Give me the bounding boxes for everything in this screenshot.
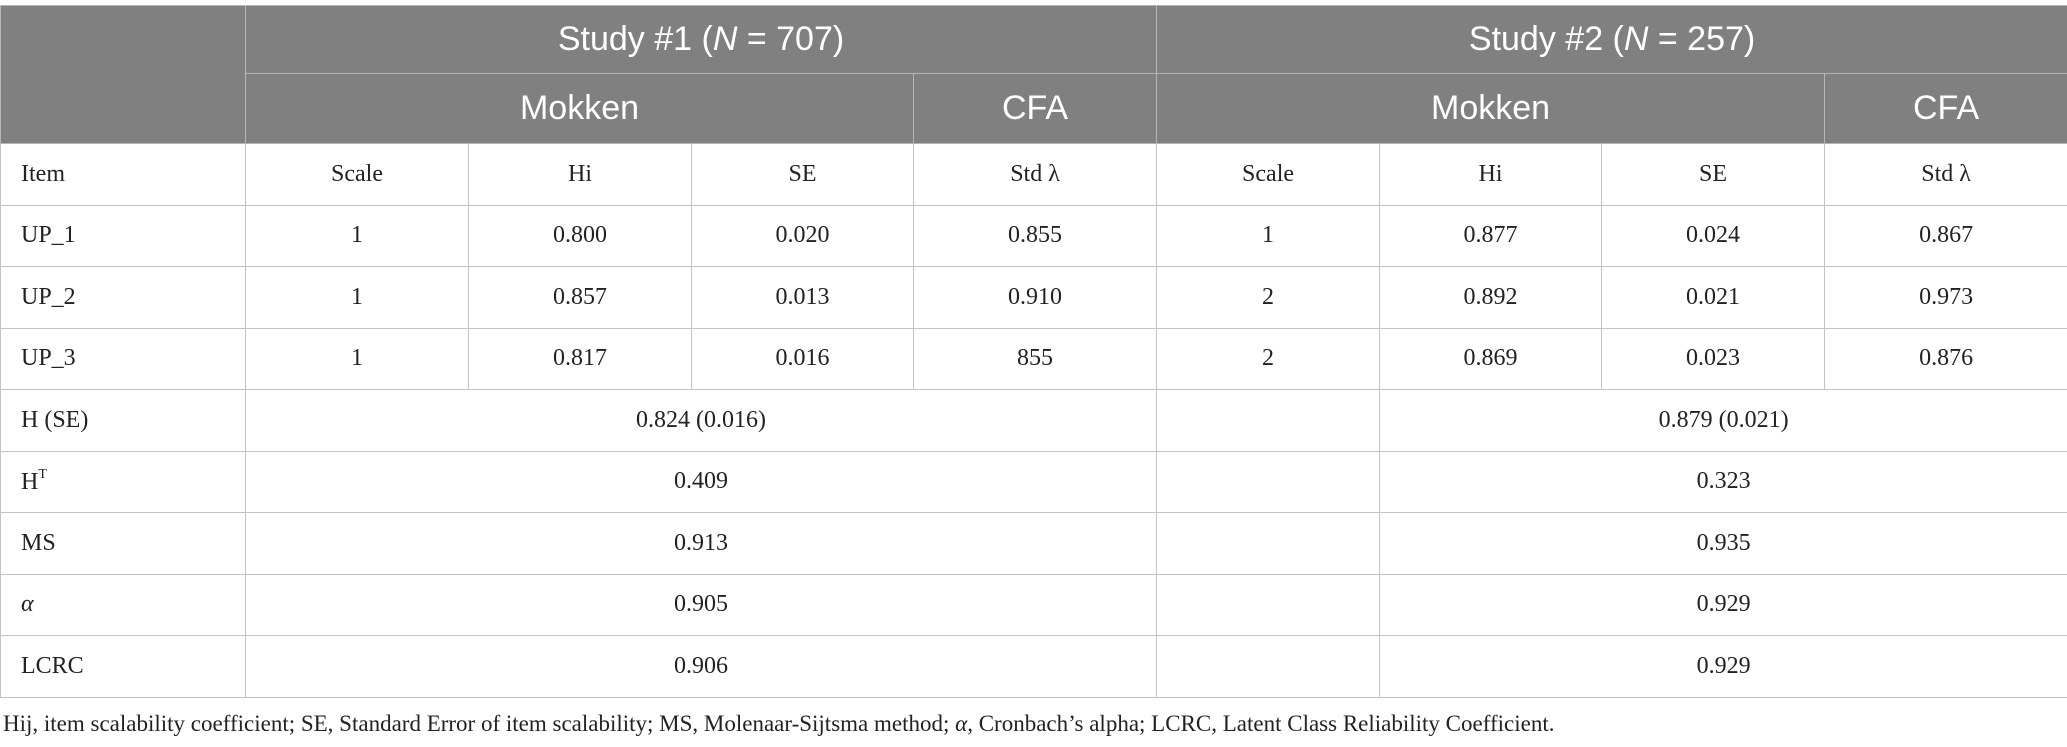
item-cell: 1 bbox=[245, 204, 469, 267]
item-cell: 1 bbox=[245, 266, 469, 329]
study-header: Study #2 (N = 257) bbox=[1156, 5, 2067, 74]
column-header: Hi bbox=[1379, 143, 1603, 206]
summary-value: 0.905 bbox=[244, 573, 1158, 636]
footnote-symbol: α bbox=[955, 711, 968, 736]
footnote: Hij, item scalability coefficient; SE, S… bbox=[3, 711, 1554, 737]
summary-value: 0.929 bbox=[1379, 635, 2067, 698]
item-cell: 0.817 bbox=[468, 327, 692, 390]
summary-row: α 0.905 0.929 bbox=[0, 573, 2067, 636]
summary-value: 0.409 bbox=[244, 450, 1158, 513]
item-cell: 0.024 bbox=[1601, 204, 1826, 267]
table-header: Study #1 (N = 707) Study #2 (N = 257) Mo… bbox=[0, 5, 2067, 144]
empty-cell bbox=[1156, 389, 1381, 452]
results-table: Study #1 (N = 707) Study #2 (N = 257) Mo… bbox=[0, 5, 2067, 698]
item-cell: 0.869 bbox=[1379, 327, 1603, 390]
subgroup-header: Mokken bbox=[1156, 73, 1826, 144]
item-cell: 0.021 bbox=[1601, 266, 1826, 329]
summary-label-sup: T bbox=[38, 467, 47, 483]
column-header: Hi bbox=[468, 143, 692, 206]
summary-label: LCRC bbox=[21, 652, 84, 679]
item-label: UP_1 bbox=[0, 204, 246, 267]
item-row: UP_1 1 0.800 0.020 0.855 1 0.877 0.024 0.867 bbox=[0, 204, 2067, 267]
study-header: Study #1 (N = 707) bbox=[244, 5, 1158, 74]
summary-label: H (SE) bbox=[21, 406, 89, 433]
column-header: Scale bbox=[1156, 143, 1381, 206]
column-header: Scale bbox=[245, 143, 469, 206]
column-header: Item bbox=[0, 143, 246, 206]
item-cell: 0.020 bbox=[691, 204, 914, 267]
item-cell: 2 bbox=[1156, 327, 1381, 390]
summary-value: 0.929 bbox=[1379, 573, 2067, 636]
summary-value: 0.323 bbox=[1379, 450, 2067, 513]
summary-label: H bbox=[21, 469, 39, 496]
summary-value: 0.935 bbox=[1379, 512, 2067, 575]
study-n: N bbox=[1623, 20, 1649, 58]
item-cell: 0.973 bbox=[1824, 266, 2067, 329]
column-header-row: Item Scale Hi SE Std λ Scale Hi SE Std λ bbox=[0, 143, 2067, 206]
summary-label: α bbox=[21, 591, 34, 618]
summary-label-cell: LCRC bbox=[0, 635, 246, 698]
column-header: SE bbox=[1601, 143, 1826, 206]
summary-row: HT 0.409 0.323 bbox=[0, 450, 2067, 513]
summary-value: 0.913 bbox=[244, 512, 1158, 575]
item-label: UP_3 bbox=[0, 327, 246, 390]
study-n: N bbox=[712, 20, 738, 58]
item-cell: 0.023 bbox=[1601, 327, 1826, 390]
study-text: = 257) bbox=[1648, 20, 1756, 58]
subgroup-header: CFA bbox=[1824, 73, 2067, 144]
empty-cell bbox=[1156, 512, 1381, 575]
column-header: Std λ bbox=[1824, 143, 2067, 206]
subgroup-header: CFA bbox=[912, 73, 1158, 144]
item-cell: 0.877 bbox=[1379, 204, 1603, 267]
summary-row: MS 0.913 0.935 bbox=[0, 512, 2067, 575]
item-cell: 0.892 bbox=[1379, 266, 1603, 329]
item-cell: 0.876 bbox=[1824, 327, 2067, 390]
footnote-text: Hij, item scalability coefficient; SE, S… bbox=[3, 711, 956, 736]
corner-cell bbox=[0, 5, 246, 144]
item-row: UP_2 1 0.857 0.013 0.910 2 0.892 0.021 0.973 bbox=[0, 266, 2067, 329]
summary-label-cell: HT bbox=[0, 450, 246, 513]
item-cell: 1 bbox=[245, 327, 469, 390]
subgroup-header: Mokken bbox=[245, 73, 914, 144]
column-header: SE bbox=[691, 143, 914, 206]
item-cell: 0.013 bbox=[691, 266, 914, 329]
study-text: Study #1 ( bbox=[557, 20, 713, 58]
summary-value: 0.906 bbox=[244, 635, 1158, 698]
header-row: Study #1 (N = 707) Study #2 (N = 257) bbox=[0, 5, 2067, 144]
item-label: UP_2 bbox=[0, 266, 246, 329]
item-cell: 0.016 bbox=[691, 327, 914, 390]
summary-label-cell: α bbox=[0, 573, 246, 636]
item-cell: 0.910 bbox=[912, 266, 1158, 329]
item-cell: 1 bbox=[1156, 204, 1381, 267]
item-row: UP_3 1 0.817 0.016 855 2 0.869 0.023 0.876 bbox=[0, 327, 2067, 390]
summary-value: 0.824 (0.016) bbox=[244, 389, 1158, 452]
table-body: Item Scale Hi SE Std λ Scale Hi SE Std λ UP_1 1 0.8… bbox=[0, 143, 2067, 698]
header-row: Mokken CFA Mokken CFA bbox=[1, 73, 2067, 144]
summary-label-cell: MS bbox=[0, 512, 246, 575]
footnote-text: , Cronbach’s alpha; LCRC, Latent Class R… bbox=[967, 711, 1555, 736]
summary-label-cell: H (SE) bbox=[0, 389, 246, 452]
item-cell: 2 bbox=[1156, 266, 1381, 329]
item-cell: 0.855 bbox=[912, 204, 1158, 267]
summary-row: H (SE) 0.824 (0.016) 0.879 (0.021) bbox=[0, 389, 2067, 452]
summary-value: 0.879 (0.021) bbox=[1379, 389, 2067, 452]
empty-cell bbox=[1156, 573, 1381, 636]
item-cell: 0.857 bbox=[468, 266, 692, 329]
study-text: Study #2 ( bbox=[1468, 20, 1624, 58]
item-cell: 0.800 bbox=[468, 204, 692, 267]
column-header: Std λ bbox=[912, 143, 1158, 206]
empty-cell bbox=[1156, 635, 1381, 698]
empty-cell bbox=[1156, 450, 1381, 513]
study-text: = 707) bbox=[737, 20, 845, 58]
summary-row: LCRC 0.906 0.929 bbox=[0, 635, 2067, 698]
summary-label: MS bbox=[21, 529, 56, 556]
item-cell: 0.867 bbox=[1824, 204, 2067, 267]
item-cell: 855 bbox=[912, 327, 1158, 390]
